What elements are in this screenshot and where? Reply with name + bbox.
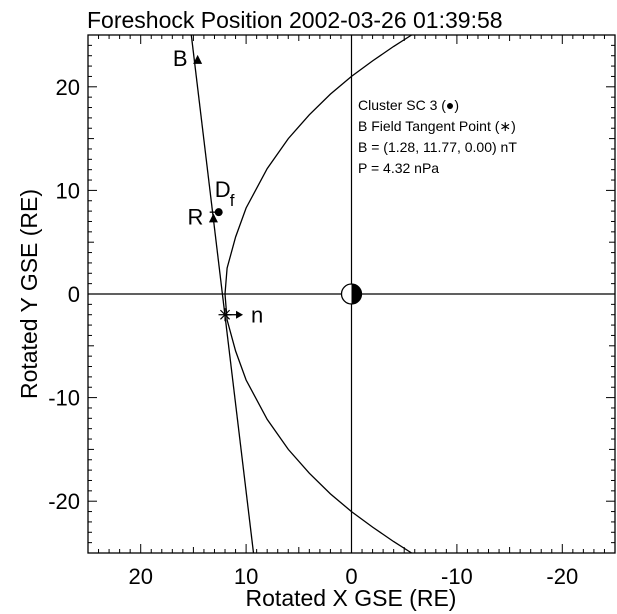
earth-night-side <box>351 284 362 304</box>
point-marker-r <box>208 213 218 223</box>
annotation-block: Cluster SC 3 (●) B Field Tangent Point (∗… <box>358 97 517 176</box>
y-tick-label: -20 <box>48 489 80 514</box>
point-label-d: D <box>215 177 231 202</box>
y-tick-label: -10 <box>48 386 80 411</box>
star-stroke <box>219 309 231 320</box>
point-label-r: R <box>188 204 204 229</box>
x-tick-label: -10 <box>441 564 473 589</box>
field-line <box>190 34 255 554</box>
x-axis-label: Rotated X GSE (RE) <box>246 585 457 611</box>
annotation-line: Cluster SC 3 (●) <box>358 97 459 113</box>
point-label-b: B <box>173 46 188 71</box>
point-label-n: n <box>251 303 263 328</box>
chart-title: Foreshock Position 2002-03-26 01:39:58 <box>87 7 503 33</box>
x-tick-labels: 20 10 0 -10 -20 <box>128 564 578 589</box>
point-marker-b <box>193 54 203 64</box>
point-label-d-subscript: f <box>230 191 235 210</box>
normal-vector-arrowhead <box>236 310 244 319</box>
x-tick-label: -20 <box>546 564 578 589</box>
y-tick-label: 10 <box>56 178 80 203</box>
x-tick-label: 20 <box>128 564 152 589</box>
y-tick-labels: 20 10 0 -10 -20 <box>48 75 80 514</box>
annotation-line: B Field Tangent Point (∗) <box>358 118 516 134</box>
annotation-line: B = (1.28, 11.77, 0.00) nT <box>358 139 517 155</box>
y-tick-label: 20 <box>56 75 80 100</box>
x-tick-label: 10 <box>234 564 258 589</box>
y-tick-label: 0 <box>68 282 80 307</box>
plot-area: B RD f n <box>87 34 616 554</box>
bow-shock-curve <box>224 34 412 554</box>
x-tick-label: 0 <box>345 564 357 589</box>
annotation-line: P = 4.32 nPa <box>358 160 439 176</box>
y-axis-label: Rotated Y GSE (RE) <box>16 189 42 399</box>
